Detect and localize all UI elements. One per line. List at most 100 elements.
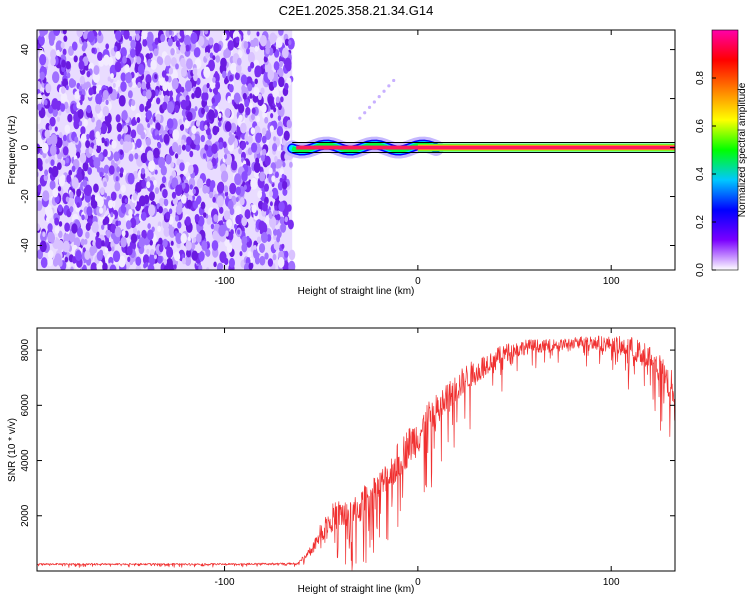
noise-speckle — [271, 187, 279, 200]
noise-speckle — [277, 257, 285, 268]
noise-speckle — [262, 148, 267, 156]
noise-speckle — [220, 170, 229, 183]
noise-speckle — [92, 240, 96, 246]
spectrogram-panel: -100 0 100 -40 -20 0 20 40 Height of straight l… — [7, 29, 676, 297]
noise-speckle — [227, 95, 232, 104]
noise-speckle — [97, 196, 104, 208]
noise-speckle — [230, 62, 238, 75]
noise-speckle — [110, 212, 114, 218]
noise-speckle — [102, 149, 108, 157]
y-tick-label: -20 — [20, 189, 31, 204]
noise-speckle — [265, 47, 270, 55]
noise-speckle — [166, 246, 174, 259]
noise-speckle — [127, 141, 133, 151]
noise-speckle — [150, 59, 157, 71]
noise-speckle — [280, 96, 284, 103]
colorbar-tick-label: 0.8 — [695, 71, 706, 85]
noise-speckle — [208, 109, 214, 118]
noise-speckle — [173, 251, 180, 262]
noise-speckle — [382, 89, 386, 93]
noise-speckle — [168, 208, 173, 215]
noise-speckle — [284, 250, 289, 258]
noise-speckle — [201, 107, 206, 115]
noise-speckle — [153, 254, 157, 260]
noise-speckle — [184, 255, 192, 267]
noise-speckle — [254, 65, 262, 78]
noise-speckle — [213, 214, 219, 222]
noise-speckle — [377, 95, 381, 99]
noise-speckle — [179, 162, 185, 172]
noise-speckle — [146, 176, 151, 183]
noise-speckle — [65, 196, 70, 203]
noise-speckle — [99, 171, 104, 178]
noise-speckle — [153, 179, 157, 187]
noise-speckle — [142, 38, 148, 47]
noise-speckle — [70, 266, 74, 270]
noise-speckle — [261, 135, 267, 144]
noise-speckle — [112, 82, 116, 88]
noise-speckle — [120, 72, 127, 82]
noise-speckle — [180, 99, 187, 110]
noise-speckle — [149, 239, 153, 246]
noise-speckle — [205, 51, 210, 59]
noise-speckle — [264, 252, 269, 260]
noise-speckle — [198, 251, 205, 262]
noise-speckle — [163, 226, 170, 237]
noise-speckle — [185, 216, 191, 226]
noise-speckle — [278, 30, 284, 36]
noise-speckle — [91, 116, 95, 123]
x-tick-label: 100 — [603, 276, 620, 287]
noise-speckle — [210, 223, 215, 230]
noise-speckle — [87, 167, 92, 175]
noise-speckle — [37, 185, 42, 193]
noise-speckle — [58, 221, 63, 227]
noise-speckle — [274, 171, 279, 178]
noise-speckle — [166, 257, 173, 269]
noise-speckle — [167, 37, 173, 47]
noise-speckle — [251, 107, 256, 115]
noise-speckle — [204, 45, 211, 55]
snr-ylabel: SNR (10 * v/v) — [7, 418, 18, 482]
noise-speckle — [131, 99, 136, 107]
noise-speckle — [76, 227, 83, 238]
noise-speckle — [37, 200, 43, 212]
noise-speckle — [250, 127, 256, 135]
noise-speckle — [212, 125, 219, 136]
noise-speckle — [120, 184, 126, 193]
noise-speckle — [148, 44, 153, 52]
noise-speckle — [180, 67, 187, 77]
noise-speckle — [39, 53, 47, 66]
noise-speckle — [256, 31, 260, 37]
noise-speckle — [125, 72, 133, 84]
noise-speckle — [204, 124, 208, 131]
noise-speckle — [159, 77, 165, 86]
noise-speckle — [206, 122, 210, 128]
noise-speckle — [170, 48, 175, 56]
noise-speckle — [191, 92, 195, 99]
noise-speckle — [149, 52, 153, 59]
noise-speckle — [193, 73, 198, 82]
noise-speckle — [74, 136, 79, 143]
noise-speckle — [247, 65, 252, 73]
noise-speckle — [73, 55, 78, 63]
noise-speckle — [118, 193, 122, 199]
noise-speckle — [147, 122, 151, 128]
noise-speckle — [63, 71, 67, 77]
noise-speckle — [126, 262, 131, 268]
noise-speckle — [241, 235, 248, 246]
noise-speckle — [142, 90, 147, 97]
noise-speckle — [121, 110, 128, 121]
noise-speckle — [83, 118, 88, 127]
noise-speckle — [65, 157, 70, 164]
noise-speckle — [78, 120, 83, 127]
noise-speckle — [141, 179, 147, 189]
noise-speckle — [39, 31, 44, 37]
y-tick-label: -40 — [20, 238, 31, 253]
noise-speckle — [80, 126, 86, 135]
noise-speckle — [60, 86, 66, 94]
noise-speckle — [108, 86, 113, 94]
noise-speckle — [284, 216, 289, 223]
noise-speckle — [181, 194, 187, 204]
noise-speckle — [188, 164, 194, 175]
